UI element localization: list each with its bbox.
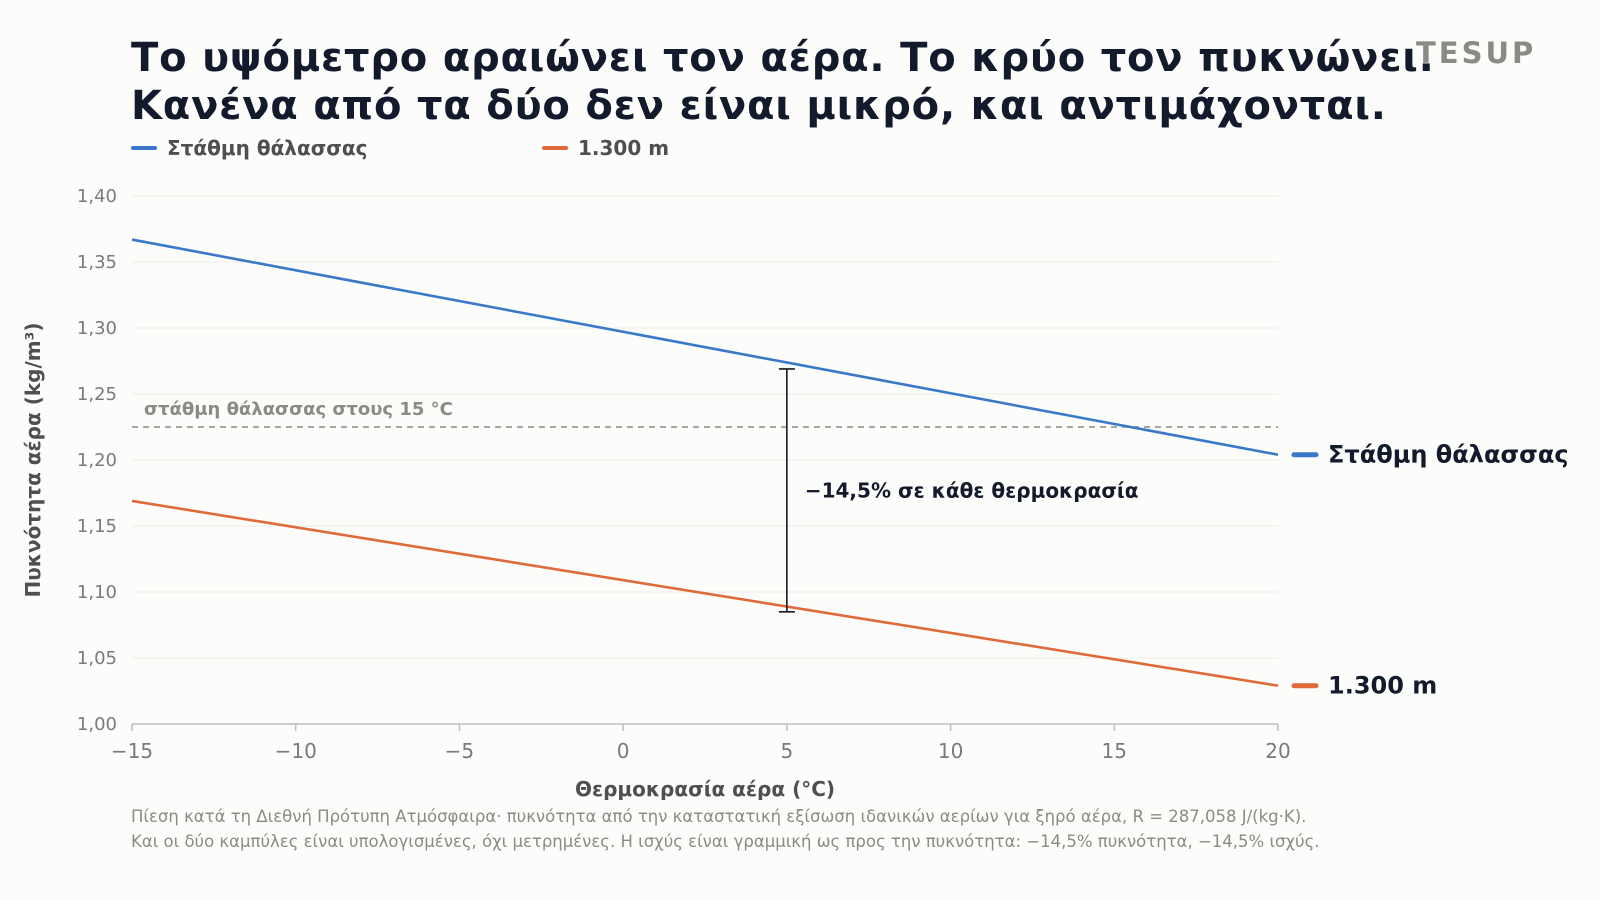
grid-lines (132, 195, 1278, 659)
series-end-label: Στάθμη θάλασσας (1328, 441, 1569, 469)
series-line-sea-level (131, 238, 1279, 456)
legend-item-1300m: 1.300 m (542, 136, 669, 160)
y-tick-label: 1,20 (77, 450, 117, 471)
brand-logo: TESUP (1416, 36, 1537, 70)
y-tick-label: 1,40 (77, 186, 117, 207)
y-axis-label: Πυκνότητα αέρα (kg/m³) (21, 323, 45, 598)
x-tick-label: 15 (1102, 739, 1127, 763)
footnote-line-1: Πίεση κατά τη Διεθνή Πρότυπη Ατμόσφαιρα·… (131, 807, 1307, 826)
axes-group: −15 −10 −5 0 5 10 15 20 1,00 1,05 1,10 1,15 1,20 1,2… (21, 186, 1291, 800)
x-tick-label: −5 (445, 739, 474, 763)
legend-swatch-1300m (542, 146, 568, 150)
y-tick-label: 1,00 (77, 714, 117, 735)
reference-line-label: στάθμη θάλασσας στους 15 °C (144, 399, 453, 420)
footnote: Πίεση κατά τη Διεθνή Πρότυπη Ατμόσφαιρα·… (131, 804, 1551, 854)
x-tick-label: −15 (111, 739, 153, 763)
annotation-group: −14,5% σε κάθε θερμοκρασία (778, 368, 1139, 613)
legend-item-sea-level: Στάθμη θάλασσας (131, 136, 367, 160)
x-tick-label: 10 (938, 739, 963, 763)
x-tick-label: 5 (780, 739, 793, 763)
x-tick-label: 0 (617, 739, 630, 763)
line-chart: στάθμη θάλασσας στους 15 °C Στάθμη θάλασ… (21, 186, 1569, 800)
x-tick-label: 20 (1265, 739, 1290, 763)
legend-label-sea-level: Στάθμη θάλασσας (167, 136, 368, 160)
legend-swatch-sea-level (131, 146, 157, 150)
chart-title: Το υψόμετρο αραιώνει τον αέρα. Το κρύο τ… (131, 34, 1435, 130)
y-tick-label: 1,05 (77, 648, 117, 669)
series-line-1300m (131, 499, 1279, 688)
y-tick-label: 1,30 (77, 318, 117, 339)
annotation-label: −14,5% σε κάθε θερμοκρασία (805, 478, 1139, 502)
x-axis-label: Θερμοκρασία αέρα (°C) (575, 777, 835, 800)
y-tick-label: 1,15 (77, 516, 117, 537)
x-axis-ticks: −15 −10 −5 0 5 10 15 20 (111, 724, 1291, 763)
series-end-label: 1.300 m (1328, 672, 1437, 700)
series-group: Στάθμη θάλασσας 1.300 m (131, 238, 1569, 700)
legend-label-1300m: 1.300 m (578, 136, 670, 160)
title-line-1: Το υψόμετρο αραιώνει τον αέρα. Το κρύο τ… (131, 35, 1435, 81)
footnote-line-2: Και οι δύο καμπύλες είναι υπολογισμένες,… (131, 832, 1320, 851)
title-line-2: Κανένα από τα δύο δεν είναι μικρό, και α… (131, 83, 1387, 129)
y-axis-ticks: 1,00 1,05 1,10 1,15 1,20 1,25 1,30 1,35 1,40 (77, 186, 117, 735)
y-tick-label: 1,25 (77, 384, 117, 405)
x-tick-label: −10 (275, 739, 317, 763)
reference-line-group: στάθμη θάλασσας στους 15 °C (132, 399, 1278, 428)
y-tick-label: 1,10 (77, 582, 117, 603)
y-tick-label: 1,35 (77, 252, 117, 273)
